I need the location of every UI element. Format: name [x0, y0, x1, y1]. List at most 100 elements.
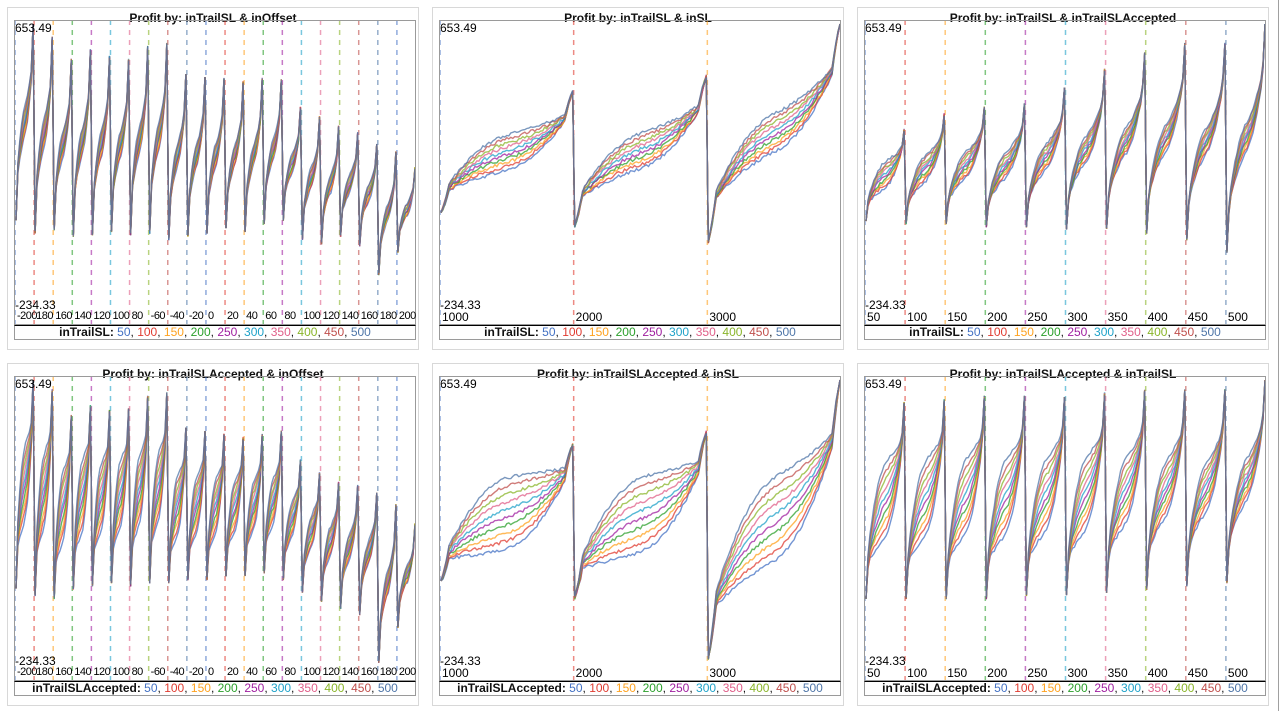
series-line-500: [865, 23, 1266, 254]
legend-separator: ,: [689, 681, 697, 695]
x-tick-label: 160: [55, 666, 73, 678]
x-tick-label: 20: [227, 666, 239, 678]
chart-panel: Profit by: inTrailSL & inSL 653.49 -234.33…: [432, 7, 844, 350]
legend-separator: ,: [1087, 325, 1095, 339]
legend: inTrailSLAccepted: 50, 100, 150, 200, 25…: [439, 681, 841, 696]
legend-entry: 350: [722, 681, 743, 695]
legend-separator: ,: [210, 325, 218, 339]
legend-separator: ,: [662, 681, 670, 695]
legend-separator: ,: [1140, 325, 1148, 339]
legend-separator: ,: [237, 681, 245, 695]
legend-entry: 200: [217, 681, 238, 695]
series-line-500: [15, 24, 416, 273]
legend-separator: ,: [1167, 681, 1175, 695]
chart-panel: Profit by: inTrailSLAccepted & inOffset 6…: [7, 363, 419, 706]
legend-separator: ,: [1087, 681, 1095, 695]
x-tick-label: -60: [150, 666, 166, 678]
legend-entry: 200: [190, 325, 211, 339]
y-min-label: -234.33: [865, 298, 906, 312]
x-tick-label: 350: [1107, 310, 1128, 324]
x-tick-label: -20: [188, 666, 204, 678]
legend-entry: 350: [270, 325, 291, 339]
legend-entry: 100: [589, 681, 610, 695]
legend-entry: 400: [749, 681, 770, 695]
legend-separator: ,: [715, 325, 723, 339]
x-tick-label: 40: [246, 666, 258, 678]
legend-entry: 300: [1121, 681, 1142, 695]
x-tick-label: 60: [265, 310, 277, 322]
legend-separator: ,: [317, 325, 325, 339]
series-line-250: [15, 381, 416, 662]
x-tick-label: 300: [1067, 310, 1088, 324]
x-tick-label: 2000: [575, 310, 603, 324]
series-line-450: [440, 379, 841, 659]
plot-area: [14, 20, 417, 331]
chart-panel: Profit by: inTrailSL & inTrailSLAccepted…: [857, 7, 1269, 350]
legend-entry: 150: [1013, 325, 1034, 339]
x-tick-label: 80: [131, 666, 144, 678]
legend-separator: ,: [317, 681, 325, 695]
chart-title: Profit by: inTrailSL & inOffset: [129, 11, 297, 25]
legend-separator: ,: [264, 681, 272, 695]
x-tick-label: 80: [284, 310, 296, 322]
legend-separator: ,: [1194, 325, 1201, 339]
x-tick-label: 3000: [709, 310, 737, 324]
legend-separator: ,: [609, 681, 616, 695]
series-line-450: [440, 23, 841, 244]
x-tick-label: 140: [74, 666, 92, 678]
chart-svg: [14, 20, 416, 325]
legend-entry: 300: [669, 325, 690, 339]
y-min-label: -234.33: [15, 654, 56, 668]
x-tick-label: 140: [341, 310, 359, 322]
legend-entry: 400: [1174, 681, 1195, 695]
series-line-500: [865, 380, 1266, 599]
series-line-150: [440, 23, 841, 242]
legend-entry: 200: [615, 325, 636, 339]
series-line-250: [15, 23, 416, 274]
legend-separator: ,: [264, 325, 271, 339]
legend-entry: 400: [324, 681, 345, 695]
legend-title: inTrailSL:: [59, 325, 114, 339]
legend-separator: ,: [1194, 681, 1202, 695]
x-tick-label: 50: [867, 666, 881, 680]
legend-entry: 50: [144, 681, 158, 695]
legend-entry: 50: [967, 325, 981, 339]
y-min-label: -234.33: [440, 298, 481, 312]
series-line-400: [440, 24, 841, 242]
series-line-200: [440, 379, 841, 658]
legend: inTrailSL: 50, 100, 150, 200, 250, 300, …: [439, 325, 841, 340]
legend-entry: 200: [642, 681, 663, 695]
series-line-100: [15, 379, 416, 662]
series-line-200: [15, 379, 416, 661]
legend-entry: 500: [377, 681, 398, 695]
x-tick-label: 400: [1147, 310, 1168, 324]
x-tick-label: 200: [987, 310, 1008, 324]
plot-area: [439, 20, 842, 331]
series-line-400: [15, 380, 416, 662]
legend-entry: 250: [217, 325, 238, 339]
legend-separator: ,: [635, 325, 643, 339]
x-tick-label: 200: [398, 666, 416, 678]
series-line-300: [440, 25, 841, 243]
legend-title: inTrailSLAccepted:: [882, 681, 991, 695]
legend-separator: ,: [210, 681, 218, 695]
x-tick-label: 2000: [575, 666, 603, 680]
y-min-label: -234.33: [440, 654, 481, 668]
legend-entry: 300: [696, 681, 717, 695]
legend-entry: 150: [615, 681, 636, 695]
legend-entry: 350: [1147, 681, 1168, 695]
legend-separator: ,: [157, 681, 165, 695]
series-line-500: [15, 379, 416, 662]
x-tick-label: 100: [303, 310, 321, 322]
legend-separator: ,: [1007, 325, 1014, 339]
x-tick-label: 80: [284, 666, 296, 678]
x-tick-label: -60: [150, 310, 166, 322]
x-tick-label: 160: [55, 310, 73, 322]
x-tick-label: 180: [36, 666, 53, 678]
legend-separator: ,: [689, 325, 696, 339]
x-tick-label: -20: [188, 310, 204, 322]
series-line-200: [440, 23, 841, 243]
legend-entry: 200: [1040, 325, 1061, 339]
legend-separator: ,: [769, 681, 777, 695]
legend-separator: ,: [1033, 325, 1041, 339]
